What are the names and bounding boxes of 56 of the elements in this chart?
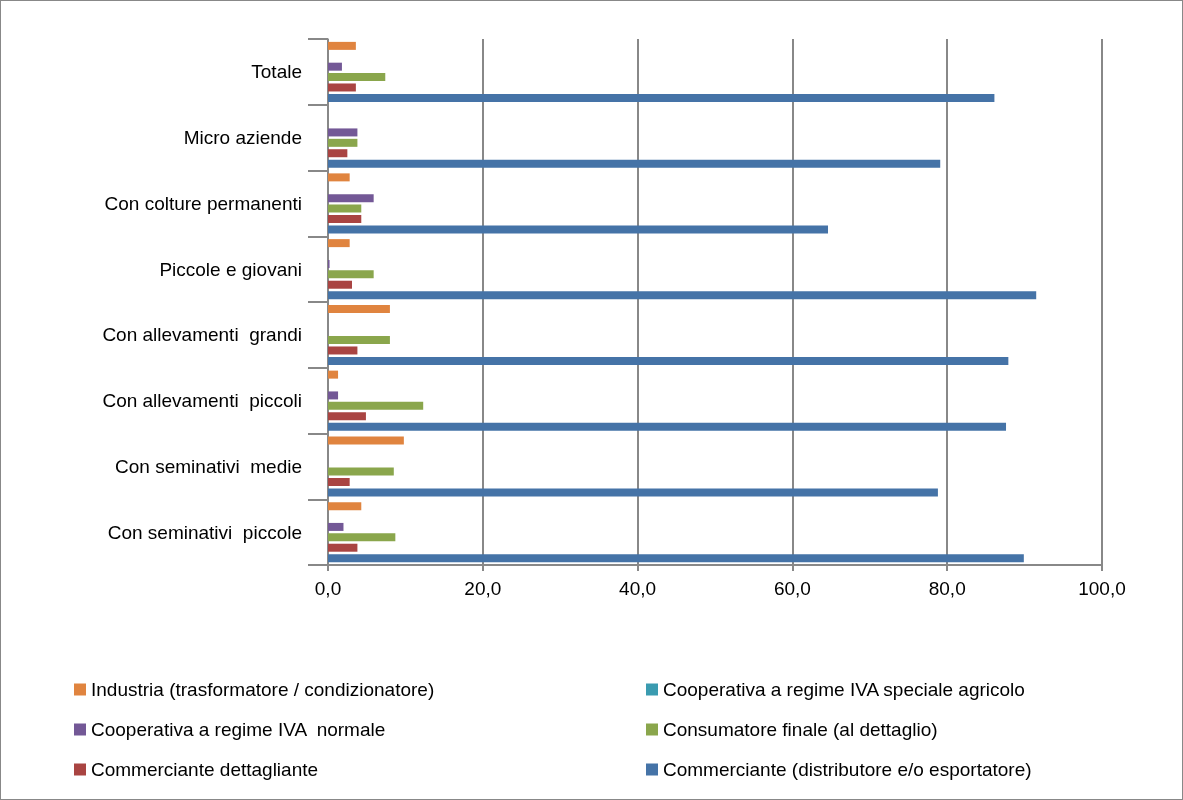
x-tick-label: 40,0 (619, 578, 657, 599)
bar (328, 128, 358, 137)
bar (328, 401, 424, 410)
y-tick-label: Con seminativi medie (115, 455, 302, 477)
y-tick-label: Con allevamenti piccoli (102, 390, 302, 412)
bar (328, 336, 390, 345)
y-tick-label: Con seminativi piccole (107, 521, 302, 543)
y-tick-label: Piccole e giovani (159, 258, 302, 280)
bar (328, 522, 344, 531)
y-tick-label: Totale (251, 61, 302, 83)
bar (328, 280, 352, 289)
bar (328, 356, 1009, 365)
bar (328, 214, 362, 223)
bar (328, 159, 941, 168)
bar (328, 225, 828, 234)
bar (328, 291, 1037, 300)
y-tick-label: Con colture permanenti (104, 192, 302, 214)
bar (328, 554, 1024, 563)
legend-label: Commerciante dettagliante (91, 759, 319, 780)
bar (328, 239, 350, 248)
bar (328, 370, 339, 379)
bar (328, 467, 394, 476)
bar (328, 543, 358, 552)
bar (328, 138, 358, 147)
bar (328, 477, 350, 486)
bar (328, 304, 390, 313)
bar (328, 422, 1007, 431)
bar (328, 391, 339, 400)
legend-label: Commerciante (distributore e/o esportatore) (663, 759, 1032, 780)
bar (328, 93, 995, 102)
x-tick-label: 0,0 (314, 578, 342, 599)
bar (328, 502, 362, 511)
y-tick-label: Con allevamenti grandi (102, 324, 302, 346)
legend-label: Industria (trasformatore / condizionatore) (91, 679, 435, 700)
bar (328, 62, 342, 71)
bar (328, 41, 356, 50)
bar (328, 412, 366, 421)
y-tick-label: Micro aziende (183, 127, 302, 149)
bar (328, 436, 404, 445)
bar (328, 204, 362, 213)
bar (328, 194, 374, 203)
bar (328, 73, 386, 82)
bar (328, 270, 374, 279)
x-tick-label: 20,0 (464, 578, 502, 599)
bar (328, 83, 356, 92)
x-tick-label: 100,0 (1078, 578, 1126, 599)
bar (328, 346, 358, 355)
x-tick-label: 60,0 (773, 578, 811, 599)
legend-label: Consumatore finale (al dettaglio) (663, 719, 938, 740)
bar (328, 149, 348, 158)
bar (328, 488, 938, 497)
legend-label: Cooperativa a regime IVA speciale agricolo (663, 679, 1025, 700)
bar (328, 173, 350, 182)
legend-label: Cooperativa a regime IVA normale (91, 719, 386, 740)
bar (328, 533, 396, 542)
x-tick-label: 80,0 (928, 578, 966, 599)
